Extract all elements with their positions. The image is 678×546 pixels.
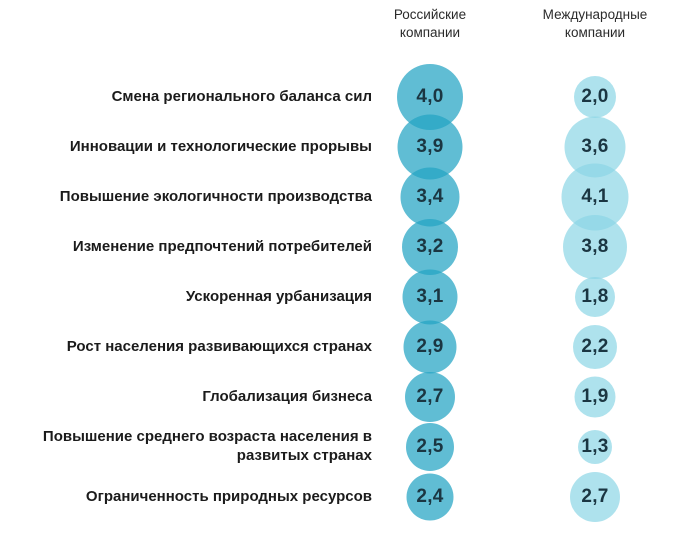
bubble-row: Ускоренная урбанизация 3,1 1,8 — [0, 269, 678, 325]
bubble-cell-russian: 2,7 — [372, 372, 488, 422]
bubble-russian — [406, 473, 454, 521]
bubble-cell-international: 2,2 — [537, 322, 653, 372]
bubble-russian — [402, 269, 458, 325]
bubble-value: 4,0 — [416, 86, 444, 107]
bubble-cell-russian: 3,4 — [372, 167, 488, 227]
bubble-cell-russian: 3,9 — [372, 114, 488, 180]
bubble-cell-international: 1,9 — [537, 372, 653, 422]
bubble-cell-russian: 3,1 — [372, 269, 488, 325]
bubble-value: 1,3 — [581, 436, 609, 457]
row-label: Глобализация бизнеса — [202, 387, 372, 405]
row-label: Рост населения развивающихся странах — [66, 337, 372, 355]
bubble-rows: Смена регионального баланса сил 4,0 2,0 Инн… — [0, 64, 678, 522]
bubble-value: 1,9 — [581, 386, 609, 407]
bubble-cell-russian: 2,4 — [372, 472, 488, 522]
row-label: Повышение среднего возраста населения в … — [42, 428, 372, 464]
bubble-value: 2,7 — [416, 386, 444, 407]
bubble-russian — [400, 167, 460, 227]
bubble-russian — [402, 219, 458, 275]
bubble-row: Повышение экологичности производства 3,4 4… — [0, 163, 678, 231]
bubble-row: Изменение предпочтений потребителей 3,2 3,… — [0, 215, 678, 279]
row-label: Ускоренная урбанизация — [185, 287, 372, 305]
row-label: Ограниченность природных ресурсов — [85, 487, 372, 505]
bubble-cell-international: 3,8 — [537, 215, 653, 279]
bubble-cell-russian: 2,9 — [372, 320, 488, 374]
bubble-value: 3,4 — [416, 186, 444, 207]
bubble-value: 2,9 — [416, 336, 444, 357]
bubble-international — [563, 215, 627, 279]
bubble-international — [578, 430, 612, 464]
bubble-value: 3,8 — [581, 236, 609, 257]
bubble-cell-russian: 3,2 — [372, 219, 488, 275]
column-header-russian-companies: Российские компании — [393, 7, 467, 40]
bubble-row: Рост населения развивающихся странах 2,9 2… — [0, 320, 678, 374]
row-label: Повышение экологичности производства — [59, 187, 372, 205]
bubble-value: 1,8 — [581, 286, 609, 307]
bubble-value: 2,7 — [581, 486, 609, 507]
bubble-value: 3,1 — [416, 286, 444, 307]
bubble-value: 3,2 — [416, 236, 444, 257]
bubble-value: 2,5 — [416, 436, 444, 457]
bubble-row: Глобализация бизнеса 2,7 1,9 — [0, 372, 678, 422]
bubble-value: 3,6 — [581, 136, 609, 157]
bubble-value: 2,2 — [581, 336, 609, 357]
row-label: Инновации и технологические прорывы — [69, 137, 372, 155]
bubble-row: Смена регионального баланса сил 4,0 2,0 — [0, 64, 678, 130]
bubble-russian — [403, 320, 457, 374]
bubble-cell-international: 2,0 — [537, 72, 653, 122]
bubble-row: Повышение среднего возраста населения в … — [0, 422, 678, 472]
bubble-international — [573, 325, 617, 369]
row-label: Изменение предпочтений потребителей — [72, 237, 372, 255]
bubble-value: 2,0 — [581, 86, 609, 107]
bubble-russian — [405, 372, 455, 422]
bubble-cell-russian: 2,5 — [372, 422, 488, 472]
row-label: Смена регионального баланса сил — [111, 87, 372, 105]
bubble-value: 2,4 — [416, 486, 444, 507]
bubble-international — [570, 472, 620, 522]
bubble-international — [574, 76, 616, 118]
bubble-cell-international: 1,8 — [537, 272, 653, 322]
bubble-cell-international: 2,7 — [537, 472, 653, 522]
bubble-cell-international: 1,3 — [537, 422, 653, 472]
bubble-row: Ограниченность природных ресурсов 2,4 2,7 — [0, 472, 678, 522]
bubble-international — [575, 277, 615, 317]
bubble-value: 3,9 — [416, 136, 444, 157]
bubble-value: 4,1 — [581, 186, 609, 207]
bubble-russian — [406, 423, 454, 471]
bubble-international — [574, 376, 616, 418]
column-header-international-companies: Международные компании — [542, 7, 648, 40]
bubble-row: Инновации и технологические прорывы 3,9 3,… — [0, 114, 678, 180]
